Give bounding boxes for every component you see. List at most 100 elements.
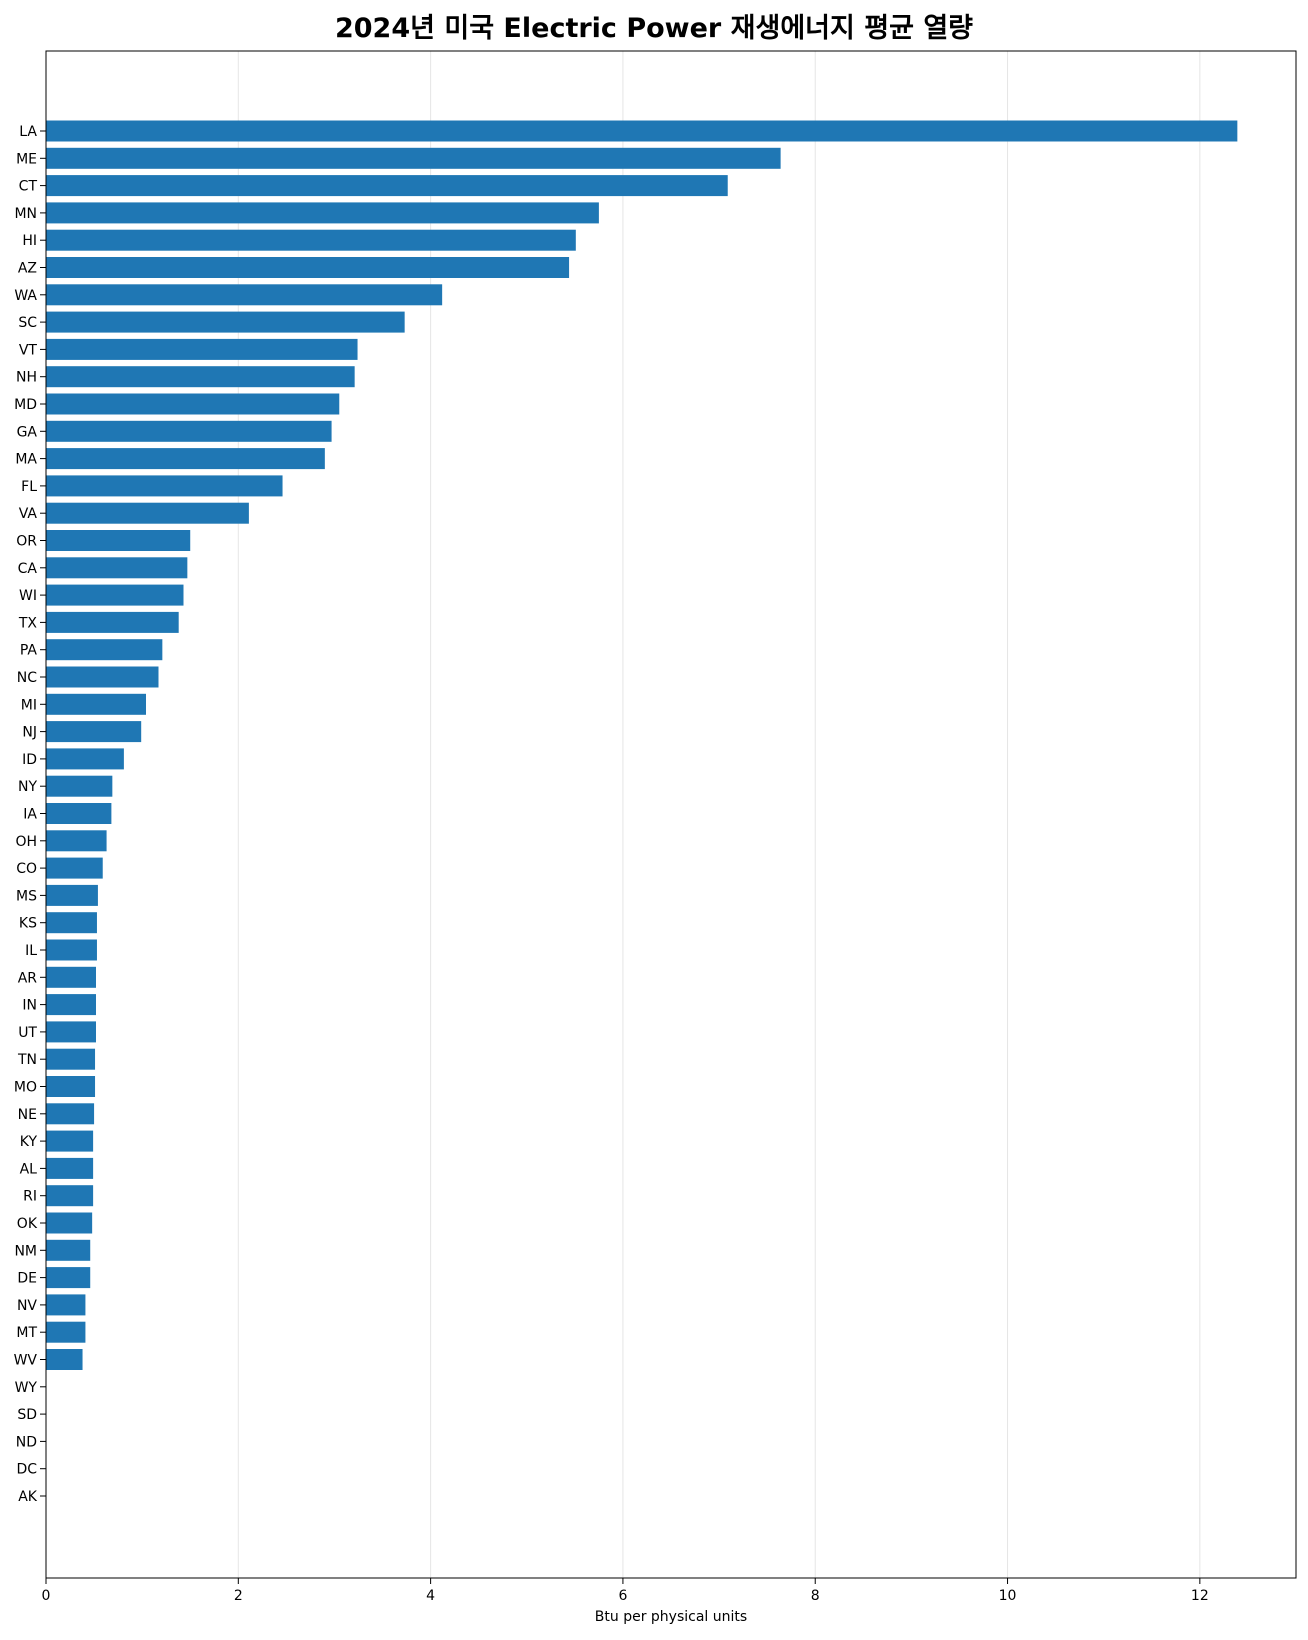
- bar-az: [46, 257, 570, 278]
- y-tick-label-ia: IA: [23, 807, 37, 823]
- y-tick-label-md: MD: [14, 397, 37, 413]
- y-tick-label-ak: AK: [18, 1489, 38, 1505]
- bar-va: [46, 502, 249, 524]
- y-tick-label-tx: TX: [18, 615, 38, 631]
- y-tick-label-vt: VT: [19, 342, 38, 358]
- bar-nc: [46, 666, 159, 688]
- y-tick-label-wy: WY: [15, 1380, 38, 1396]
- bar-ma: [46, 448, 325, 470]
- y-tick-label-ms: MS: [16, 888, 37, 904]
- bar-me: [46, 147, 781, 169]
- bar-in: [46, 994, 96, 1016]
- x-axis-label: Btu per physical units: [595, 1609, 747, 1625]
- y-tick-label-wi: WI: [19, 588, 37, 604]
- y-tick-label-al: AL: [20, 1161, 38, 1177]
- y-tick-label-nd: ND: [16, 1434, 37, 1450]
- x-tick-label: 2: [234, 1588, 243, 1604]
- bar-md: [46, 393, 340, 415]
- bar-vt: [46, 338, 358, 360]
- y-tick-label-nc: NC: [17, 670, 37, 686]
- y-tick-label-ma: MA: [15, 452, 37, 468]
- y-tick-label-tn: TN: [17, 1052, 37, 1068]
- bar-mn: [46, 202, 599, 224]
- bar-ky: [46, 1130, 94, 1152]
- bar-ok: [46, 1212, 93, 1234]
- y-tick-label-pa: PA: [20, 643, 38, 659]
- bar-ia: [46, 803, 112, 824]
- bar-nj: [46, 721, 142, 743]
- bar-fl: [46, 475, 283, 497]
- y-tick-label-me: ME: [16, 151, 37, 167]
- y-tick-label-ga: GA: [17, 424, 38, 440]
- y-tick-label-ct: CT: [19, 179, 38, 195]
- y-tick-label-in: IN: [22, 998, 37, 1014]
- bar-nm: [46, 1239, 91, 1261]
- y-tick-label-fl: FL: [21, 479, 37, 495]
- bar-wi: [46, 584, 184, 606]
- y-tick-label-la: LA: [19, 124, 37, 140]
- bar-ga: [46, 420, 332, 442]
- x-tick-label: 10: [999, 1588, 1017, 1604]
- y-tick-label-nm: NM: [14, 1243, 37, 1259]
- bar-mt: [46, 1321, 86, 1343]
- y-tick-label-id: ID: [22, 752, 37, 768]
- y-tick-label-or: OR: [16, 534, 37, 550]
- bar-ri: [46, 1185, 94, 1207]
- chart-title: 2024년 미국 Electric Power 재생에너지 평균 열량: [334, 13, 974, 44]
- x-tick-label: 8: [811, 1588, 820, 1604]
- y-tick-label-nj: NJ: [22, 725, 37, 741]
- x-tick-label: 0: [42, 1588, 51, 1604]
- bar-ca: [46, 557, 188, 579]
- y-tick-label-ri: RI: [23, 1189, 37, 1205]
- bar-il: [46, 939, 97, 961]
- bar-tn: [46, 1048, 96, 1070]
- bar-id: [46, 748, 124, 770]
- bar-oh: [46, 830, 107, 852]
- y-tick-label-ok: OK: [17, 1216, 38, 1232]
- bar-pa: [46, 639, 163, 661]
- y-axis: LA ME CT MN HI AZ WA SC VT NH MD GA MA FL VA OR CA WI TX PA…: [14, 124, 46, 1505]
- x-tick-label: 12: [1191, 1588, 1209, 1604]
- plot-frame: [45, 50, 1297, 1579]
- y-tick-label-ne: NE: [18, 1107, 37, 1123]
- y-tick-label-ky: KY: [20, 1134, 38, 1150]
- y-tick-label-de: DE: [17, 1271, 37, 1287]
- bar-wv: [46, 1349, 83, 1370]
- bar-or: [46, 530, 191, 551]
- x-tick-label: 6: [618, 1588, 627, 1604]
- y-tick-label-va: VA: [19, 506, 38, 522]
- y-tick-label-co: CO: [16, 861, 37, 877]
- bar-nv: [46, 1294, 86, 1316]
- bar-de: [46, 1267, 91, 1289]
- grid-layer: [237, 51, 1201, 1578]
- bar-ar: [46, 966, 96, 988]
- bar-ut: [46, 1021, 96, 1043]
- y-tick-label-wa: WA: [14, 288, 37, 304]
- x-tick-label: 4: [426, 1588, 435, 1604]
- y-tick-label-mo: MO: [14, 1080, 37, 1096]
- y-tick-label-az: AZ: [18, 261, 37, 277]
- y-tick-label-nh: NH: [16, 370, 37, 386]
- bar-layer: [46, 120, 1238, 1370]
- y-tick-label-ar: AR: [18, 970, 38, 986]
- y-tick-label-wv: WV: [14, 1353, 38, 1369]
- bar-sc: [46, 311, 405, 333]
- y-tick-label-mt: MT: [16, 1325, 37, 1341]
- bar-ct: [46, 175, 728, 197]
- bar-nh: [46, 366, 355, 388]
- bar-ks: [46, 912, 97, 934]
- y-tick-label-ut: UT: [18, 1025, 37, 1041]
- bar-ne: [46, 1103, 95, 1125]
- y-tick-label-ca: CA: [18, 561, 38, 577]
- y-tick-label-oh: OH: [15, 834, 37, 850]
- bar-ms: [46, 884, 98, 906]
- y-tick-label-ny: NY: [18, 779, 37, 795]
- bar-la: [46, 120, 1238, 142]
- y-tick-label-sd: SD: [17, 1407, 37, 1423]
- bar-co: [46, 857, 103, 879]
- bar-mi: [46, 693, 146, 715]
- y-tick-label-sc: SC: [18, 315, 37, 331]
- bar-wa: [46, 284, 443, 306]
